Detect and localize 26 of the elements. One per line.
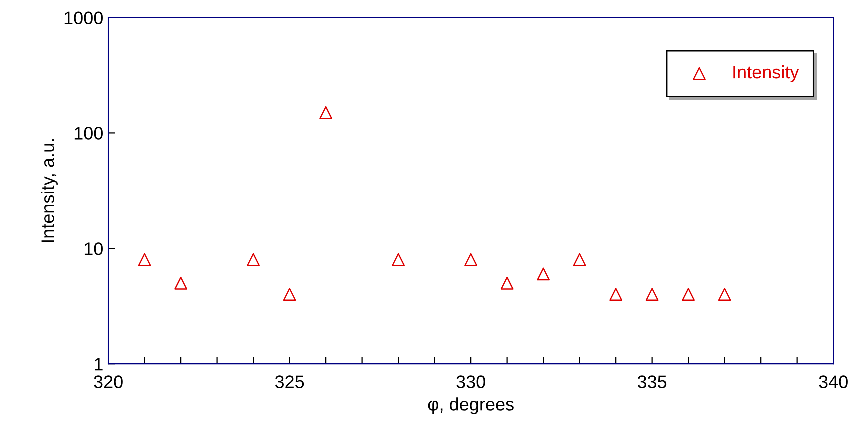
point: [646, 288, 659, 302]
x-tick-label: 340: [819, 376, 848, 388]
x-axis-title: φ, degrees: [428, 398, 514, 414]
point: [174, 276, 188, 290]
point: [283, 288, 296, 302]
point: [718, 288, 732, 302]
point: [537, 268, 550, 281]
point: [464, 253, 478, 266]
y-axis-title: Intensity, a.u.: [41, 140, 58, 242]
x-tick-label: 335: [638, 376, 667, 388]
y-tick-label: 1: [95, 358, 103, 371]
point: [320, 106, 332, 120]
point: [682, 288, 696, 302]
point: [392, 253, 405, 266]
y-tick-label: 100: [74, 127, 103, 140]
x-tick-label: 325: [275, 376, 304, 388]
point: [573, 253, 586, 266]
point: [247, 253, 260, 266]
point: [610, 288, 623, 302]
point: [500, 276, 514, 290]
point: [138, 253, 152, 266]
legend-label: Intensity: [734, 65, 800, 82]
x-tick-label: 320: [94, 376, 123, 388]
x-tick-label: 330: [456, 376, 486, 388]
y-tick-label: 1000: [64, 12, 103, 24]
y-tick-label: 10: [84, 242, 103, 256]
